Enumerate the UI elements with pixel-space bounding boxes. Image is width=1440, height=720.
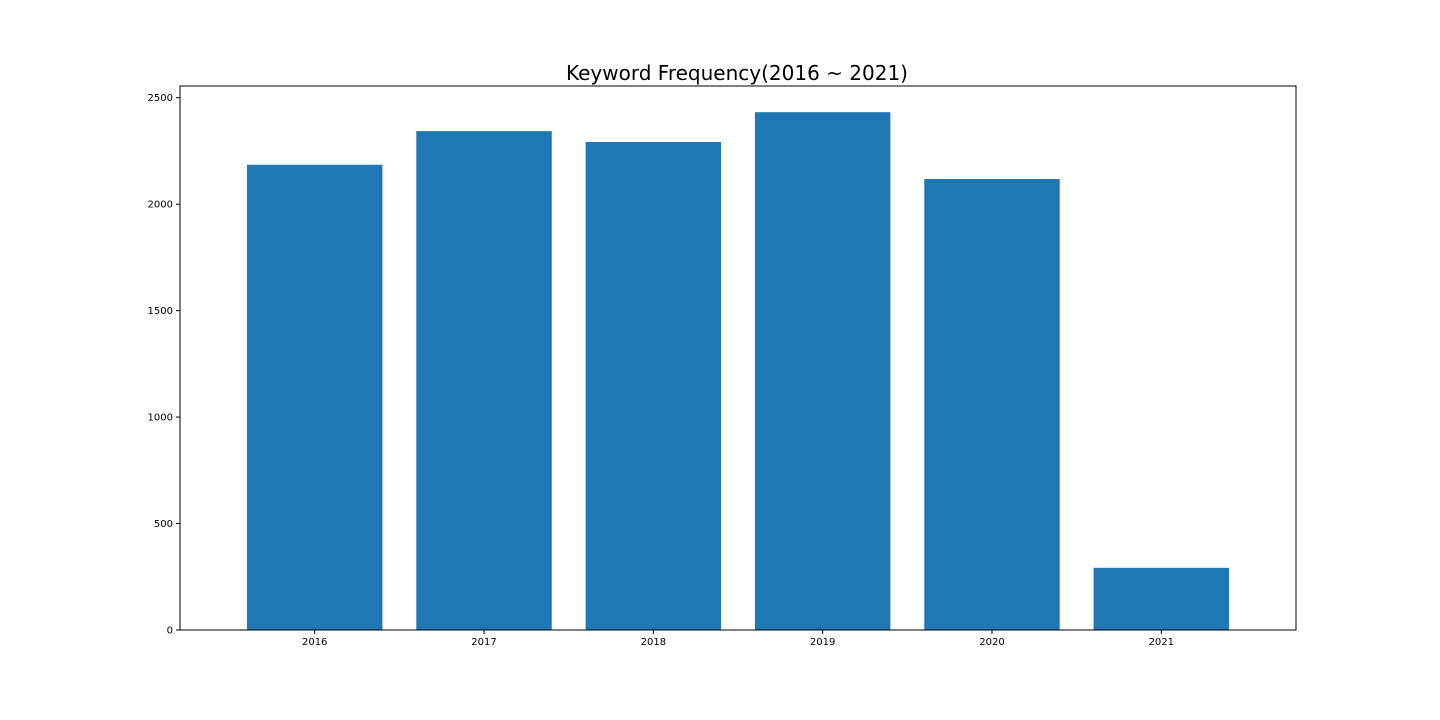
bar-2017 bbox=[416, 131, 552, 630]
x-tick-label-2021: 2021 bbox=[1149, 637, 1174, 648]
chart-title: Keyword Frequency(2016 ~ 2021) bbox=[566, 61, 908, 85]
y-tick-label-500: 500 bbox=[154, 519, 173, 530]
x-axis: 2016 2017 2018 2019 2020 2021 bbox=[302, 630, 1174, 648]
x-tick-label-2020: 2020 bbox=[979, 637, 1004, 648]
bar-2020 bbox=[924, 179, 1060, 630]
plot-frame bbox=[179, 85, 1297, 631]
y-tick-label-1000: 1000 bbox=[148, 413, 173, 424]
bar-2021 bbox=[1093, 567, 1230, 630]
y-tick-label-2500: 2500 bbox=[148, 93, 173, 104]
y-tick-label-0: 0 bbox=[167, 626, 173, 637]
x-tick-label-2017: 2017 bbox=[471, 637, 496, 648]
bar-2016 bbox=[246, 164, 383, 630]
bars-layer bbox=[246, 112, 1230, 630]
y-axis: 0 500 1000 1500 2000 2500 bbox=[148, 93, 180, 637]
y-tick-label-2000: 2000 bbox=[148, 200, 173, 211]
x-tick-label-2016: 2016 bbox=[302, 637, 327, 648]
bar-2018 bbox=[585, 141, 722, 630]
x-tick-label-2019: 2019 bbox=[810, 637, 835, 648]
x-tick-label-2018: 2018 bbox=[641, 637, 666, 648]
y-tick-label-1500: 1500 bbox=[148, 306, 173, 317]
bar-2019 bbox=[754, 112, 891, 630]
